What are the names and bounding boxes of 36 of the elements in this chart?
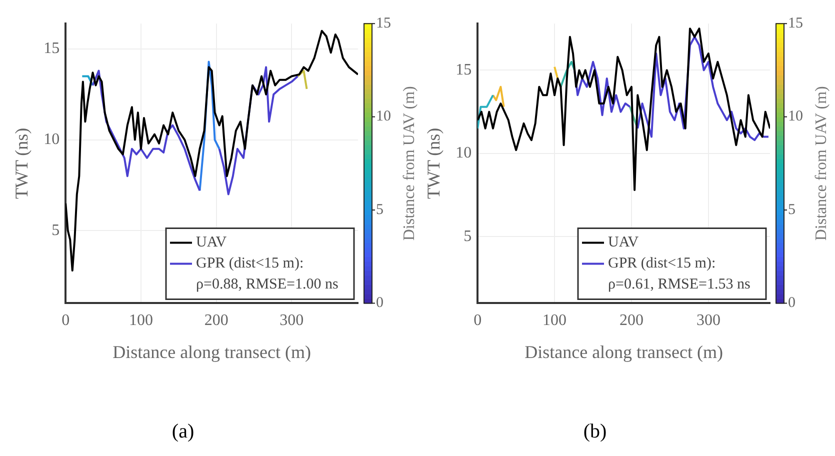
x-axis-title: Distance along transect (m) (112, 342, 312, 362)
y-axis-title: TWT (ns) (424, 128, 444, 199)
x-tick-label: 300 (696, 312, 720, 330)
y-tick-label: 15 (44, 40, 60, 58)
color-bar-label: 10 (788, 108, 803, 125)
color-bar-title: Distance from UAV (m) (401, 86, 418, 241)
x-tick-label: 0 (62, 312, 70, 330)
color-bar-label: 5 (788, 202, 796, 218)
legend-label: UAV (608, 234, 639, 251)
x-tick-label: 200 (619, 312, 644, 330)
y-tick-label: 5 (464, 228, 472, 245)
color-bar-title: Distance from UAV (m) (813, 86, 830, 241)
x-tick-label: 200 (204, 312, 228, 330)
color-bar-label: 15 (788, 16, 803, 32)
color-bar-label: 5 (376, 202, 384, 218)
annotation: ρ=0.88, RMSE=1.00 ns (196, 276, 338, 293)
x-tick-label: 300 (280, 312, 304, 330)
y-tick-label: 15 (456, 61, 472, 78)
y-axis-title: TWT (ns) (12, 128, 32, 199)
x-tick-label: 100 (542, 312, 567, 330)
x-tick-label: 100 (128, 312, 153, 330)
text: (b) (583, 420, 607, 442)
color-bar-label: 0 (788, 295, 796, 312)
y-tick-label: 10 (456, 144, 472, 162)
legend-label: GPR (dist<15 m): (608, 256, 716, 272)
annotation: ρ=0.61, RMSE=1.53 ns (608, 276, 750, 293)
color-bar-label: 15 (376, 16, 391, 32)
y-tick-label: 10 (44, 131, 60, 148)
color-bar-label: 0 (376, 295, 384, 312)
legend-label: UAV (196, 234, 227, 251)
x-tick-label: 0 (474, 312, 482, 330)
x-axis-title: Distance along transect (m) (524, 342, 724, 362)
legend-label: GPR (dist<15 m): (196, 256, 304, 272)
text: (a) (172, 420, 194, 442)
color-bar-label: 10 (376, 108, 391, 125)
y-tick-label: 5 (52, 222, 60, 239)
